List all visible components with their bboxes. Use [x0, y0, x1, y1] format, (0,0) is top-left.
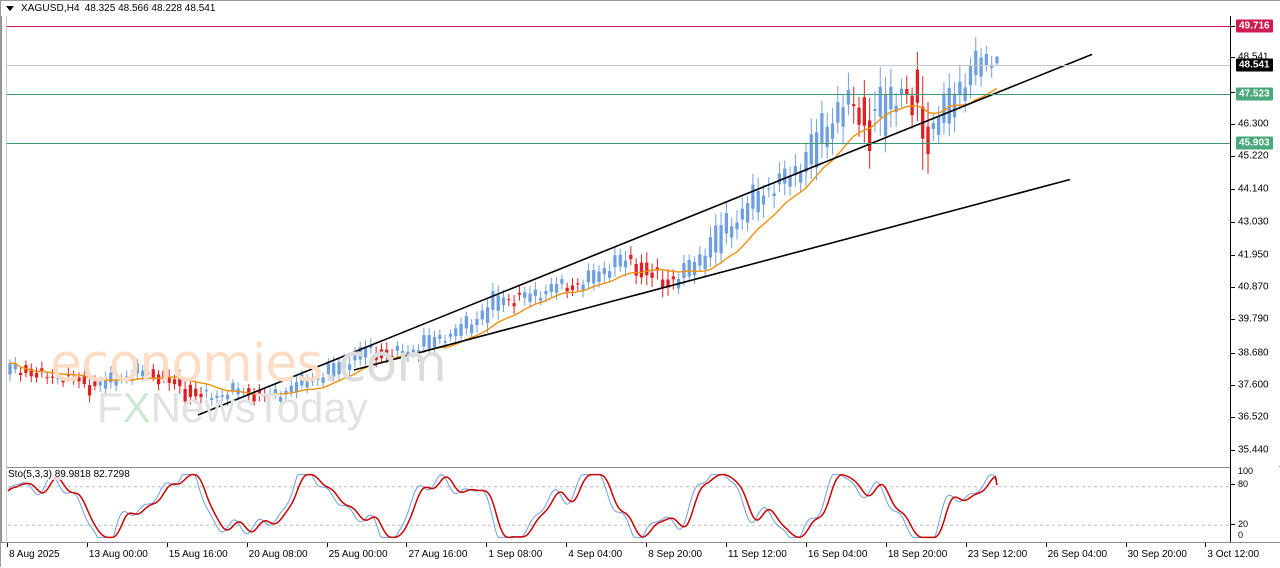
time-axis-tick: [86, 543, 88, 547]
time-axis-label: 8 Sep 20:00: [648, 549, 703, 560]
price-axis[interactable]: 49.57048.54147.38046.30045.22044.14043.0…: [1231, 16, 1280, 466]
time-axis-tick: [885, 543, 887, 547]
stochastic-label: Sto(5,3,3) 89.9818 82.7298: [6, 469, 132, 480]
price-axis-tick: [1231, 188, 1235, 190]
time-axis-label: 26 Sep 04:00: [1047, 549, 1108, 560]
time-axis-label: 13 Aug 00:00: [88, 549, 148, 560]
price-badge: 45.903: [1236, 136, 1273, 150]
stochastic-axis-label: 20: [1238, 519, 1249, 529]
price-axis-label: 43.030: [1238, 216, 1269, 228]
time-axis-label: 25 Aug 00:00: [328, 549, 388, 560]
time-axis-label: 1 Sep 08:00: [488, 549, 543, 560]
time-axis-tick: [566, 543, 568, 547]
time-axis-tick: [805, 543, 807, 547]
chart-info-bar: XAGUSD,H4 48.325 48.566 48.228 48.541: [1, 1, 1280, 16]
price-axis-label: 40.870: [1238, 281, 1269, 293]
watermark-fxnewstoday: FXNewsToday: [97, 384, 368, 431]
price-axis-tick: [1231, 156, 1235, 158]
price-axis-label: 45.220: [1238, 150, 1269, 162]
time-axis-label: 3 Oct 12:00: [1207, 549, 1260, 560]
price-axis-tick: [1231, 449, 1235, 451]
time-axis-tick: [406, 543, 408, 547]
time-axis-tick: [326, 543, 328, 547]
time-axis-tick: [726, 543, 728, 547]
price-axis-tick: [1231, 319, 1235, 321]
price-axis-tick: [1231, 385, 1235, 386]
time-axis-tick: [486, 543, 488, 547]
price-axis-label: 41.950: [1238, 249, 1269, 260]
stochastic-axis-tick: [1231, 524, 1235, 525]
time-axis-label: 11 Sep 12:00: [728, 549, 787, 560]
level-line-support-upper: [2, 94, 1230, 95]
price-badge: 49.716: [1236, 19, 1273, 33]
time-axis-label: 20 Aug 08:00: [248, 549, 308, 560]
level-line-resistance-upper: [2, 26, 1230, 27]
price-axis-label: 36.520: [1238, 411, 1269, 423]
symbol-timeframe-label: XAGUSD,H4: [21, 3, 80, 14]
price-axis-tick: [1231, 124, 1235, 125]
time-axis-label: 16 Sep 04:00: [807, 549, 868, 560]
price-axis-tick: [1231, 56, 1235, 58]
time-axis-tick: [965, 543, 967, 547]
price-axis-label: 37.600: [1238, 379, 1269, 391]
time-axis-label: 23 Sep 12:00: [967, 549, 1028, 560]
price-chart-pane[interactable]: economies.com FXNewsToday: [2, 16, 1230, 466]
price-axis-label: 46.300: [1238, 118, 1269, 130]
price-axis-tick: [1231, 352, 1235, 354]
time-axis-tick: [1045, 543, 1047, 547]
price-axis-label: 39.790: [1238, 313, 1269, 325]
watermark-economies: economies.com: [50, 334, 447, 394]
price-axis-label: 44.140: [1238, 183, 1269, 195]
triangle-down-icon[interactable]: [6, 6, 14, 11]
stochastic-pane[interactable]: Sto(5,3,3) 89.9818 82.7298: [2, 467, 1230, 543]
time-axis-label: 30 Sep 20:00: [1127, 549, 1188, 560]
stochastic-axis-label: 100: [1238, 466, 1254, 476]
time-axis-tick: [1205, 543, 1207, 547]
time-axis-tick: [166, 543, 168, 547]
time-axis-tick: [646, 543, 648, 547]
price-axis-tick: [1231, 91, 1235, 93]
stochastic-axis-label: 80: [1238, 479, 1249, 489]
stochastic-axis-tick: [1231, 484, 1235, 485]
price-axis-tick: [1231, 222, 1235, 224]
time-axis-label: 4 Sep 04:00: [568, 549, 623, 560]
time-axis-label: 18 Sep 20:00: [887, 549, 948, 560]
price-badge: 47.523: [1236, 87, 1273, 101]
price-axis-tick: [1231, 417, 1235, 419]
time-axis[interactable]: 8 Aug 2025 13 Aug 00:00 15 Aug 16:00 20 Aug…: [1, 542, 1280, 568]
stochastic-axis-label: 0: [1238, 530, 1244, 540]
price-axis-tick: [1231, 286, 1235, 288]
level-line-support-lower: [2, 143, 1230, 144]
time-axis-label: 27 Aug 16:00: [408, 549, 468, 560]
price-axis-label: 35.440: [1238, 444, 1269, 456]
stochastic-axis: 100 80 20 0: [1231, 466, 1280, 542]
candlestick-series: [8, 36, 1093, 416]
price-axis-tick: [1231, 25, 1235, 27]
stochastic-series: [2, 473, 1230, 539]
time-axis-label: 15 Aug 16:00: [168, 549, 228, 560]
level-line-current-price: [2, 65, 1230, 66]
price-axis-divider: [1230, 16, 1231, 542]
chart-left-gutter: [1, 16, 7, 542]
time-axis-label: 8 Aug 2025: [9, 549, 60, 560]
ohlc-values-label: 48.325 48.566 48.228 48.541: [84, 3, 216, 14]
time-axis-tick: [1125, 543, 1127, 547]
price-axis-label: 48.541: [1238, 51, 1269, 63]
price-axis-label: 38.680: [1238, 347, 1269, 359]
time-axis-tick: [7, 543, 8, 547]
price-badge: 48.541: [1236, 58, 1273, 72]
time-axis-tick: [246, 543, 248, 547]
price-axis-tick: [1231, 254, 1235, 256]
